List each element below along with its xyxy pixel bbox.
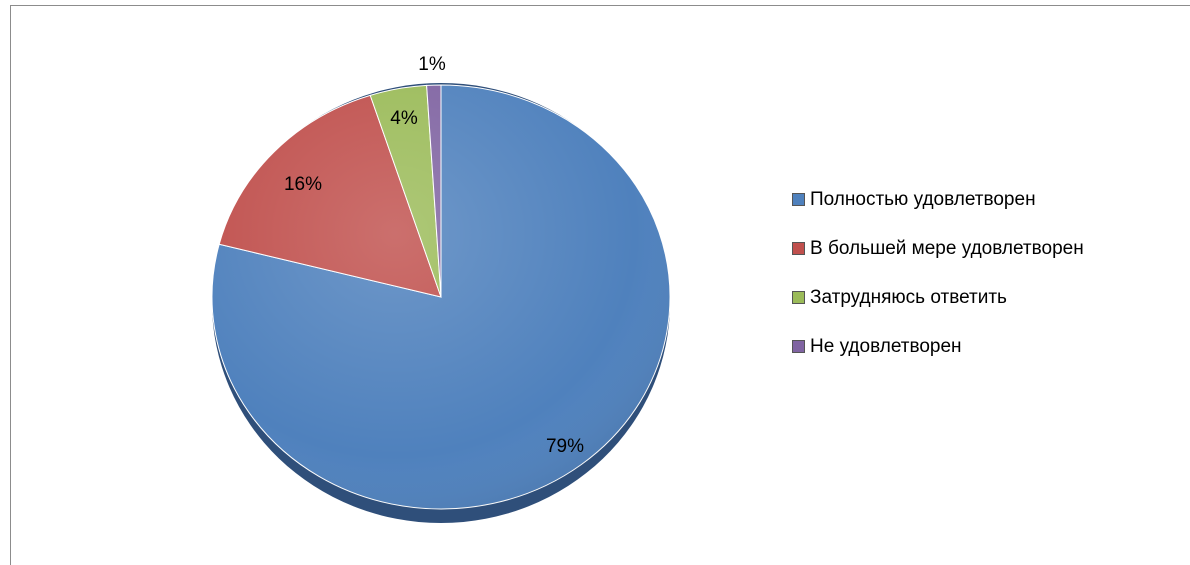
legend-label: Не удовлетворен <box>810 335 962 357</box>
legend-label: Затрудняюсь ответить <box>810 286 1007 308</box>
legend-swatch-icon <box>792 340 805 353</box>
chart-frame <box>10 5 1190 565</box>
legend-swatch-icon <box>792 291 805 304</box>
legend-swatch-icon <box>792 193 805 206</box>
pie-slices <box>211 84 671 510</box>
legend-item-mostly-satisfied: В большей мере удовлетворен <box>792 236 1084 261</box>
pie-labels: 79% 16% 4% 1% <box>284 54 584 457</box>
legend-swatch-icon <box>792 242 805 255</box>
legend-item-fully-satisfied: Полностью удовлетворен <box>792 187 1084 212</box>
legend-item-hard-to-answer: Затрудняюсь ответить <box>792 285 1084 310</box>
slice-label-fully-satisfied: 79% <box>546 436 584 457</box>
slice-label-mostly-satisfied: 16% <box>284 174 322 195</box>
slice-label-hard-to-answer: 4% <box>390 108 418 129</box>
slice-label-not-satisfied: 1% <box>418 54 446 75</box>
legend-label: В большей мере удовлетворен <box>810 237 1084 259</box>
legend-item-not-satisfied: Не удовлетворен <box>792 334 1084 359</box>
legend: Полностью удовлетворен В большей мере уд… <box>792 187 1084 383</box>
legend-label: Полностью удовлетворен <box>810 188 1036 210</box>
